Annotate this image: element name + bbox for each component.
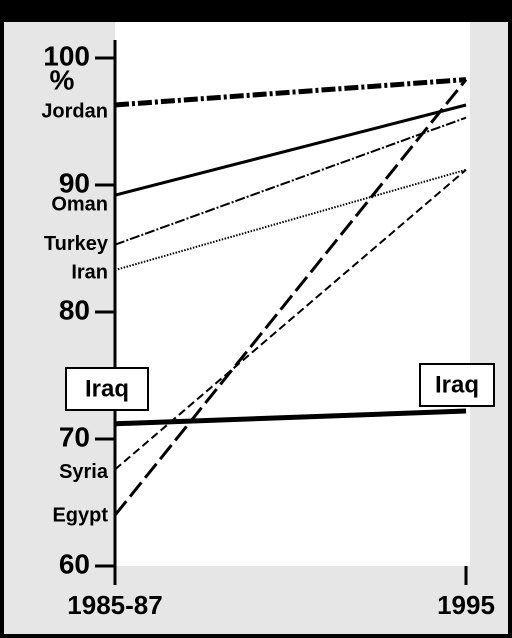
series-label: Egypt	[52, 504, 108, 526]
series-label: Iran	[71, 261, 108, 283]
x-tick-label: 1995	[437, 590, 495, 620]
x-tick-label: 1985-87	[67, 590, 162, 620]
series-line	[114, 168, 467, 471]
y-tick-label: 60	[59, 548, 90, 579]
label-box	[65, 367, 149, 411]
series-label: Iraq	[435, 371, 479, 398]
y-unit: %	[50, 64, 75, 95]
series-label: Syria	[59, 461, 109, 483]
label-box	[419, 363, 495, 407]
series-label: Jordan	[41, 100, 108, 122]
y-tick-label: 80	[59, 294, 90, 325]
series-line	[114, 408, 467, 427]
series-label: Oman	[51, 193, 108, 215]
series-line	[114, 168, 467, 272]
plot-area	[115, 22, 470, 566]
series-line	[114, 103, 467, 197]
series-line	[113, 78, 468, 517]
y-tick-label: 90	[59, 167, 90, 198]
series-line	[114, 116, 467, 246]
y-tick-label: 100	[43, 40, 90, 71]
series-label: Turkey	[44, 233, 109, 255]
y-tick-label: 70	[59, 421, 90, 452]
series-line	[114, 77, 467, 108]
series-label: Iraq	[85, 375, 129, 402]
